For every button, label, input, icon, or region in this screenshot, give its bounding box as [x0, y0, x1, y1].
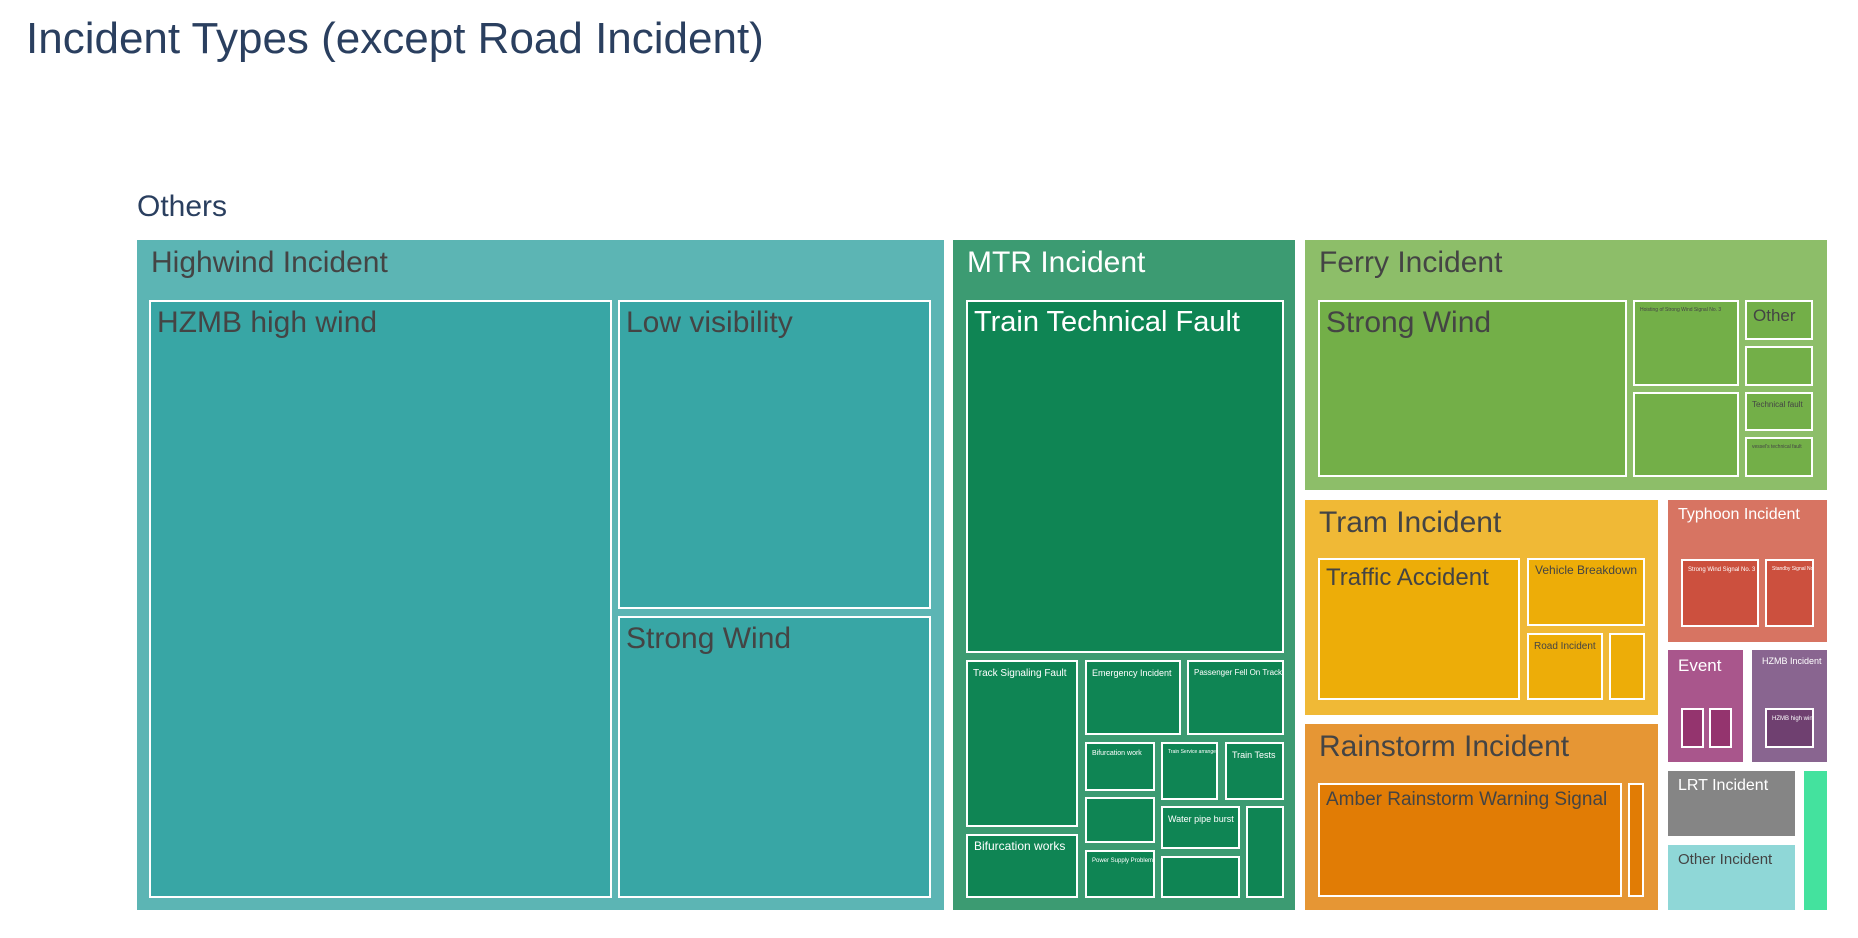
treemap-leaf-other[interactable]: Other — [1745, 300, 1813, 340]
treemap-leaf-train-service-arrangement[interactable]: Train Service arrangement — [1161, 742, 1218, 800]
treemap-leaf-tile-4-1[interactable] — [1628, 783, 1644, 897]
treemap-leaf-passenger-fell-on-track[interactable]: Passenger Fell On Track — [1187, 660, 1284, 735]
treemap-leaf-label: Hoisting of Strong Wind Signal No. 3 — [1640, 307, 1722, 313]
treemap-leaf-label: Amber Rainstorm Warning Signal — [1326, 789, 1608, 810]
treemap-group-label: Highwind Incident — [151, 246, 388, 279]
treemap-leaf-hoisting-of-strong-wind-signal-no-3[interactable]: Hoisting of Strong Wind Signal No. 3 — [1633, 300, 1739, 386]
treemap-leaf-label: Track Signaling Fault — [973, 668, 1067, 679]
treemap-leaf-label: Traffic Accident — [1326, 564, 1489, 591]
treemap-leaf-tile-1-7[interactable] — [1085, 797, 1155, 843]
treemap-leaf-label: Road Incident — [1534, 641, 1596, 652]
treemap-leaf-tile-2-2[interactable] — [1633, 392, 1739, 477]
treemap-leaf-label: Passenger Fell On Track — [1194, 668, 1283, 677]
chart-title: Incident Types (except Road Incident) — [26, 14, 764, 63]
treemap-leaf-technical-fault[interactable]: Technical fault — [1745, 392, 1813, 431]
treemap-leaf-label: Bifurcation works — [974, 839, 1066, 853]
treemap-leaf-tile-1-12[interactable] — [1161, 856, 1240, 898]
treemap-group-label: MTR Incident — [967, 246, 1146, 279]
treemap-leaf-water-pipe-burst[interactable]: Water pipe burst — [1161, 806, 1240, 849]
treemap-leaf-label: Power Supply Problem — [1092, 858, 1154, 864]
treemap-group-label: LRT Incident — [1678, 777, 1769, 794]
treemap-leaf-hzmb-high-wind[interactable]: HZMB high wind — [149, 300, 612, 898]
treemap-root-label[interactable]: Others — [137, 190, 228, 223]
treemap-leaf-tile-3-3[interactable] — [1609, 633, 1645, 700]
treemap-leaf-tile-1-9[interactable] — [1246, 806, 1284, 898]
treemap-group-label: Typhoon Incident — [1678, 506, 1800, 523]
treemap-leaf-train-tests[interactable]: Train Tests — [1225, 742, 1284, 800]
treemap-group-label: HZMB Incident — [1762, 656, 1822, 666]
treemap-leaf-label: Technical fault — [1752, 400, 1803, 409]
treemap-leaf-label: Strong Wind Signal No. 3 — [1688, 567, 1756, 573]
treemap-group-label: Tram Incident — [1319, 506, 1502, 539]
treemap-leaf-tile-2-4[interactable] — [1745, 346, 1813, 386]
treemap-leaf-label: Bifurcation work — [1092, 750, 1142, 757]
treemap-leaf-label: vessel's technical fault — [1752, 444, 1802, 450]
treemap-leaf-bifurcation-works[interactable]: Bifurcation works — [966, 834, 1078, 898]
treemap-leaf-vessel-s-technical-fault[interactable]: vessel's technical fault — [1745, 437, 1813, 477]
treemap-leaf-vehicle-breakdown[interactable]: Vehicle Breakdown — [1527, 558, 1645, 626]
treemap-leaf-hzmb-high-wind[interactable]: HZMB high wind — [1765, 708, 1814, 748]
treemap-leaf-train-technical-fault[interactable]: Train Technical Fault — [966, 300, 1284, 653]
treemap-leaf-tile-6-1[interactable] — [1709, 708, 1732, 748]
treemap-group-lrt-incident[interactable]: LRT Incident — [1668, 771, 1795, 836]
treemap-group-other-incident[interactable]: Other Incident — [1668, 845, 1795, 910]
treemap-leaf-label: Train Technical Fault — [974, 306, 1240, 338]
treemap-group-label: Event — [1678, 656, 1722, 675]
treemap-group-label: Other Incident — [1678, 851, 1773, 868]
treemap-leaf-label: Strong Wind — [1326, 306, 1492, 339]
treemap-leaf-label: Vehicle Breakdown — [1535, 563, 1638, 577]
treemap-group-label: Rainstorm Incident — [1319, 730, 1570, 763]
treemap-leaf-label: Train Service arrangement — [1168, 749, 1216, 755]
treemap-leaf-label: Emergency Incident — [1092, 668, 1172, 678]
treemap-leaf-label: HZMB high wind — [1772, 716, 1814, 722]
treemap-leaf-label: Standby Signal No. 1 — [1772, 566, 1814, 572]
treemap-leaf-amber-rainstorm-warning-signal[interactable]: Amber Rainstorm Warning Signal — [1318, 783, 1622, 897]
treemap-leaf-strong-wind[interactable]: Strong Wind — [1318, 300, 1627, 477]
treemap-group-label: Ferry Incident — [1319, 246, 1503, 279]
treemap-leaf-strong-wind-signal-no-3[interactable]: Strong Wind Signal No. 3 — [1681, 559, 1759, 627]
treemap-leaf-low-visibility[interactable]: Low visibility — [618, 300, 931, 609]
treemap-leaf-label: Other — [1753, 306, 1796, 325]
treemap-leaf-power-supply-problem[interactable]: Power Supply Problem — [1085, 850, 1155, 898]
treemap-leaf-label: Low visibility — [626, 306, 793, 339]
treemap-leaf-track-signaling-fault[interactable]: Track Signaling Fault — [966, 660, 1078, 827]
treemap-leaf-road-incident[interactable]: Road Incident — [1527, 633, 1603, 700]
treemap-leaf-emergency-incident[interactable]: Emergency Incident — [1085, 660, 1181, 735]
treemap-leaf-label: Strong Wind — [626, 622, 792, 655]
treemap-group-tile-10[interactable] — [1804, 771, 1827, 910]
treemap-leaf-label: HZMB high wind — [157, 306, 378, 339]
treemap-leaf-label: Train Tests — [1232, 750, 1276, 760]
treemap-leaf-bifurcation-work[interactable]: Bifurcation work — [1085, 742, 1155, 791]
treemap-leaf-label: Water pipe burst — [1168, 814, 1234, 824]
treemap-leaf-standby-signal-no-1[interactable]: Standby Signal No. 1 — [1765, 559, 1814, 627]
treemap-leaf-tile-6-0[interactable] — [1681, 708, 1704, 748]
treemap-leaf-traffic-accident[interactable]: Traffic Accident — [1318, 558, 1520, 700]
treemap-leaf-strong-wind[interactable]: Strong Wind — [618, 616, 931, 898]
